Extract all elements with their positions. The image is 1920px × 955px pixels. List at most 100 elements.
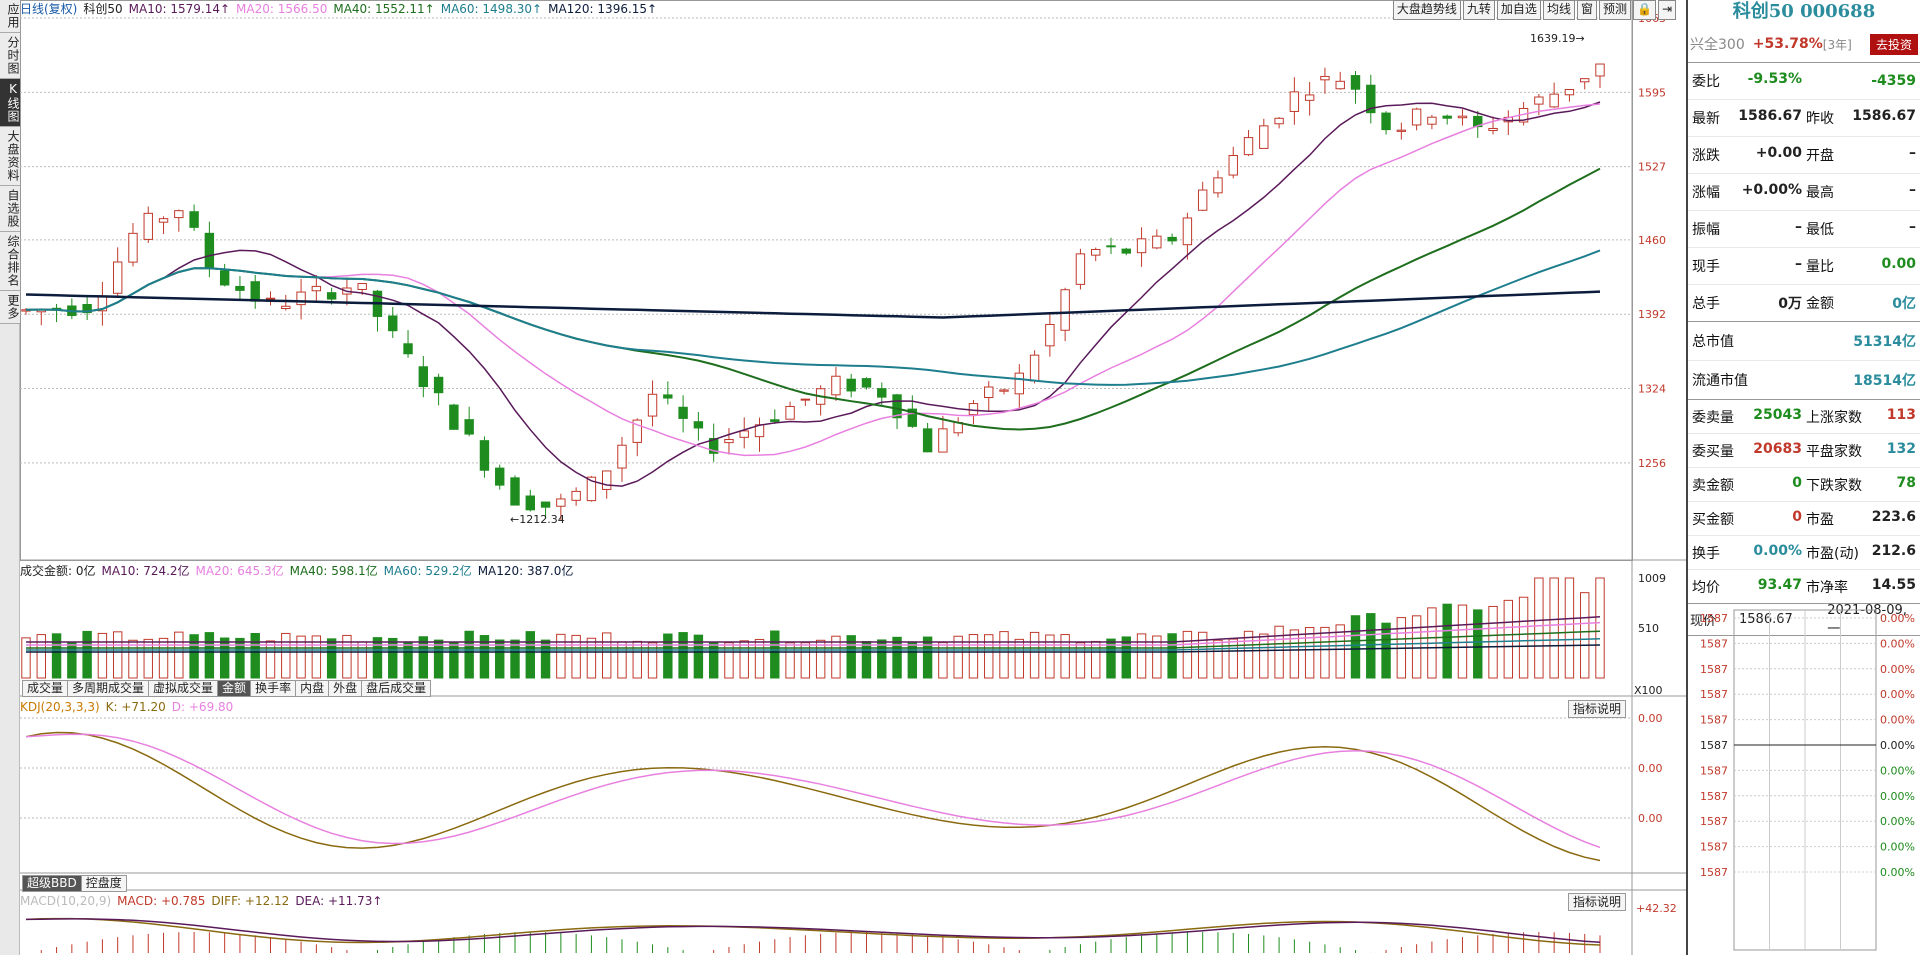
quote-label: 委比 [1692,74,1720,90]
candle-body [647,393,658,417]
order-row-3: 买金额 0 市盈 223.6 [1688,502,1920,536]
fund-period: [3年] [1822,37,1852,52]
mini-price-label: 1587 [1700,841,1728,854]
exit-icon[interactable]: ⇥ [1657,0,1676,20]
nav-2[interactable]: K线图 [0,79,20,127]
candle-body [846,378,856,392]
volume-tab-3[interactable]: 金额 [217,680,252,697]
volume-bar [1243,630,1254,679]
bbd-tab-1[interactable]: 控盘度 [80,875,127,892]
toolbar-btn-1[interactable]: 九转 [1462,0,1495,20]
kline-chart-svg[interactable]: 16631595152714601392132412561639.19→←121… [20,0,1686,955]
volume-bar [449,642,459,679]
candle-body [128,232,138,263]
volume-bar [815,639,826,679]
ma10-legend: MA10: 1579.14↑ [128,2,231,16]
volume-bar [984,634,994,679]
candle-body [1274,117,1284,125]
candle-body [464,419,474,435]
mini-pct-label: 0.00% [1880,612,1915,625]
toolbar-btn-0[interactable]: 大盘趋势线 [1392,0,1461,20]
bbd-tab-0[interactable]: 超级BBD [22,875,82,892]
macd-legend: MACD(10,20,9) MACD: +0.785 DIFF: +12.12 DEA… [20,893,388,909]
order-value: 223.6 [1871,508,1916,525]
toolbar-btn-4[interactable]: 窗 [1576,0,1597,20]
macd-explain-button[interactable]: 指标说明 [1568,893,1627,911]
nav-6[interactable]: 更多 [0,291,20,324]
quote-row-3: 涨幅 +0.00% 最高 – [1688,174,1920,211]
toolbar-btn-2[interactable]: 加自选 [1496,0,1541,20]
volume-bar [464,630,474,679]
candle-body [1213,177,1223,194]
order-value: 212.6 [1871,542,1916,559]
candle-body [112,261,123,294]
volume-bar [1442,603,1452,679]
mini-price-label: 1587 [1700,866,1728,879]
volume-bar [204,632,215,679]
nav-3[interactable]: 大盘资料 [0,127,20,186]
nav-4[interactable]: 自选股 [0,186,20,232]
nav-5[interactable]: 综合排名 [0,232,20,291]
mini-pct-label: 0.00% [1880,637,1915,650]
volume-bar [892,636,902,679]
candle-body [1228,155,1238,176]
candle-body [495,467,505,486]
volume-bar [632,640,642,679]
volume-bar [846,635,856,679]
kdj-d-value: D: +69.80 [171,700,234,714]
volume-bar [21,637,31,679]
quote-cell-right: 量比 0.00 [1804,256,1918,276]
volume-bar [953,635,963,679]
volume-tab-7[interactable]: 盘后成交量 [361,680,432,697]
quote-panel: 科创50 000688 兴全300 +53.78% [3年] 去投资 委比 -9.… [1686,0,1920,955]
volume-bar [999,631,1009,679]
quote-label: 涨幅 [1692,185,1720,201]
volume-bar [250,633,260,679]
volume-bar [1029,631,1040,679]
candle-body [1121,248,1131,254]
volume-bar [556,633,566,679]
nav-1[interactable]: 分时图 [0,33,20,79]
quote-value: – [1795,219,1802,235]
mini-price-label: 1587 [1700,688,1728,701]
volume-bar [495,639,505,679]
volume-bar [158,637,169,679]
vol-ma10-legend: MA10: 724.2亿 [101,564,190,578]
cap-value: 51314亿 [1853,334,1916,350]
nav-0[interactable]: 应用 [0,0,20,33]
volume-tab-6[interactable]: 外盘 [328,680,363,697]
kline-chart-area[interactable]: 16631595152714601392132412561639.19→←121… [20,0,1686,955]
period-label[interactable]: 日线(复权) [20,2,78,16]
volume-tab-4[interactable]: 换手率 [250,680,297,697]
volume-bar [1595,577,1605,679]
volume-ma-line [26,621,1601,646]
kdj-explain-button[interactable]: 指标说明 [1568,700,1627,718]
volume-bar [174,631,184,679]
candle-body [1045,323,1055,347]
vol-ma60-legend: MA60: 529.2亿 [383,564,472,578]
candle-body [800,398,811,401]
fund-ad-row[interactable]: 兴全300 +53.78% [3年] 去投资 [1688,26,1920,63]
quote-value: – [1795,256,1802,272]
go-invest-button[interactable]: 去投资 [1869,33,1918,55]
volume-tab-5[interactable]: 内盘 [295,680,330,697]
candle-body [877,388,887,398]
lock-icon[interactable]: 🔒 [1632,0,1656,20]
volume-bar [82,630,92,679]
volume-bar [128,639,138,679]
kdj-tick-label: 0.00 [1638,812,1663,825]
mini-price-label: 1587 [1700,815,1728,828]
mini-tick-chart[interactable]: 1587 0.00% 1587 0.00% 1587 0.00% 1587 0.00% 1587… [1688,606,1920,955]
candle-body [571,490,581,501]
toolbar-btn-5[interactable]: 预测 [1598,0,1631,20]
volume-tab-2[interactable]: 虚拟成交量 [148,680,219,697]
volume-bar [388,637,398,679]
candle-body [632,419,642,443]
order-cell-right: 平盘家数 132 [1804,441,1918,461]
toolbar-btn-3[interactable]: 均线 [1542,0,1575,20]
high-annotation: 1639.19→ [1530,32,1585,45]
volume-tab-1[interactable]: 多周期成交量 [67,680,150,697]
volume-tab-0[interactable]: 成交量 [22,680,69,697]
candle-body [708,437,719,454]
volume-bar [1503,599,1514,679]
